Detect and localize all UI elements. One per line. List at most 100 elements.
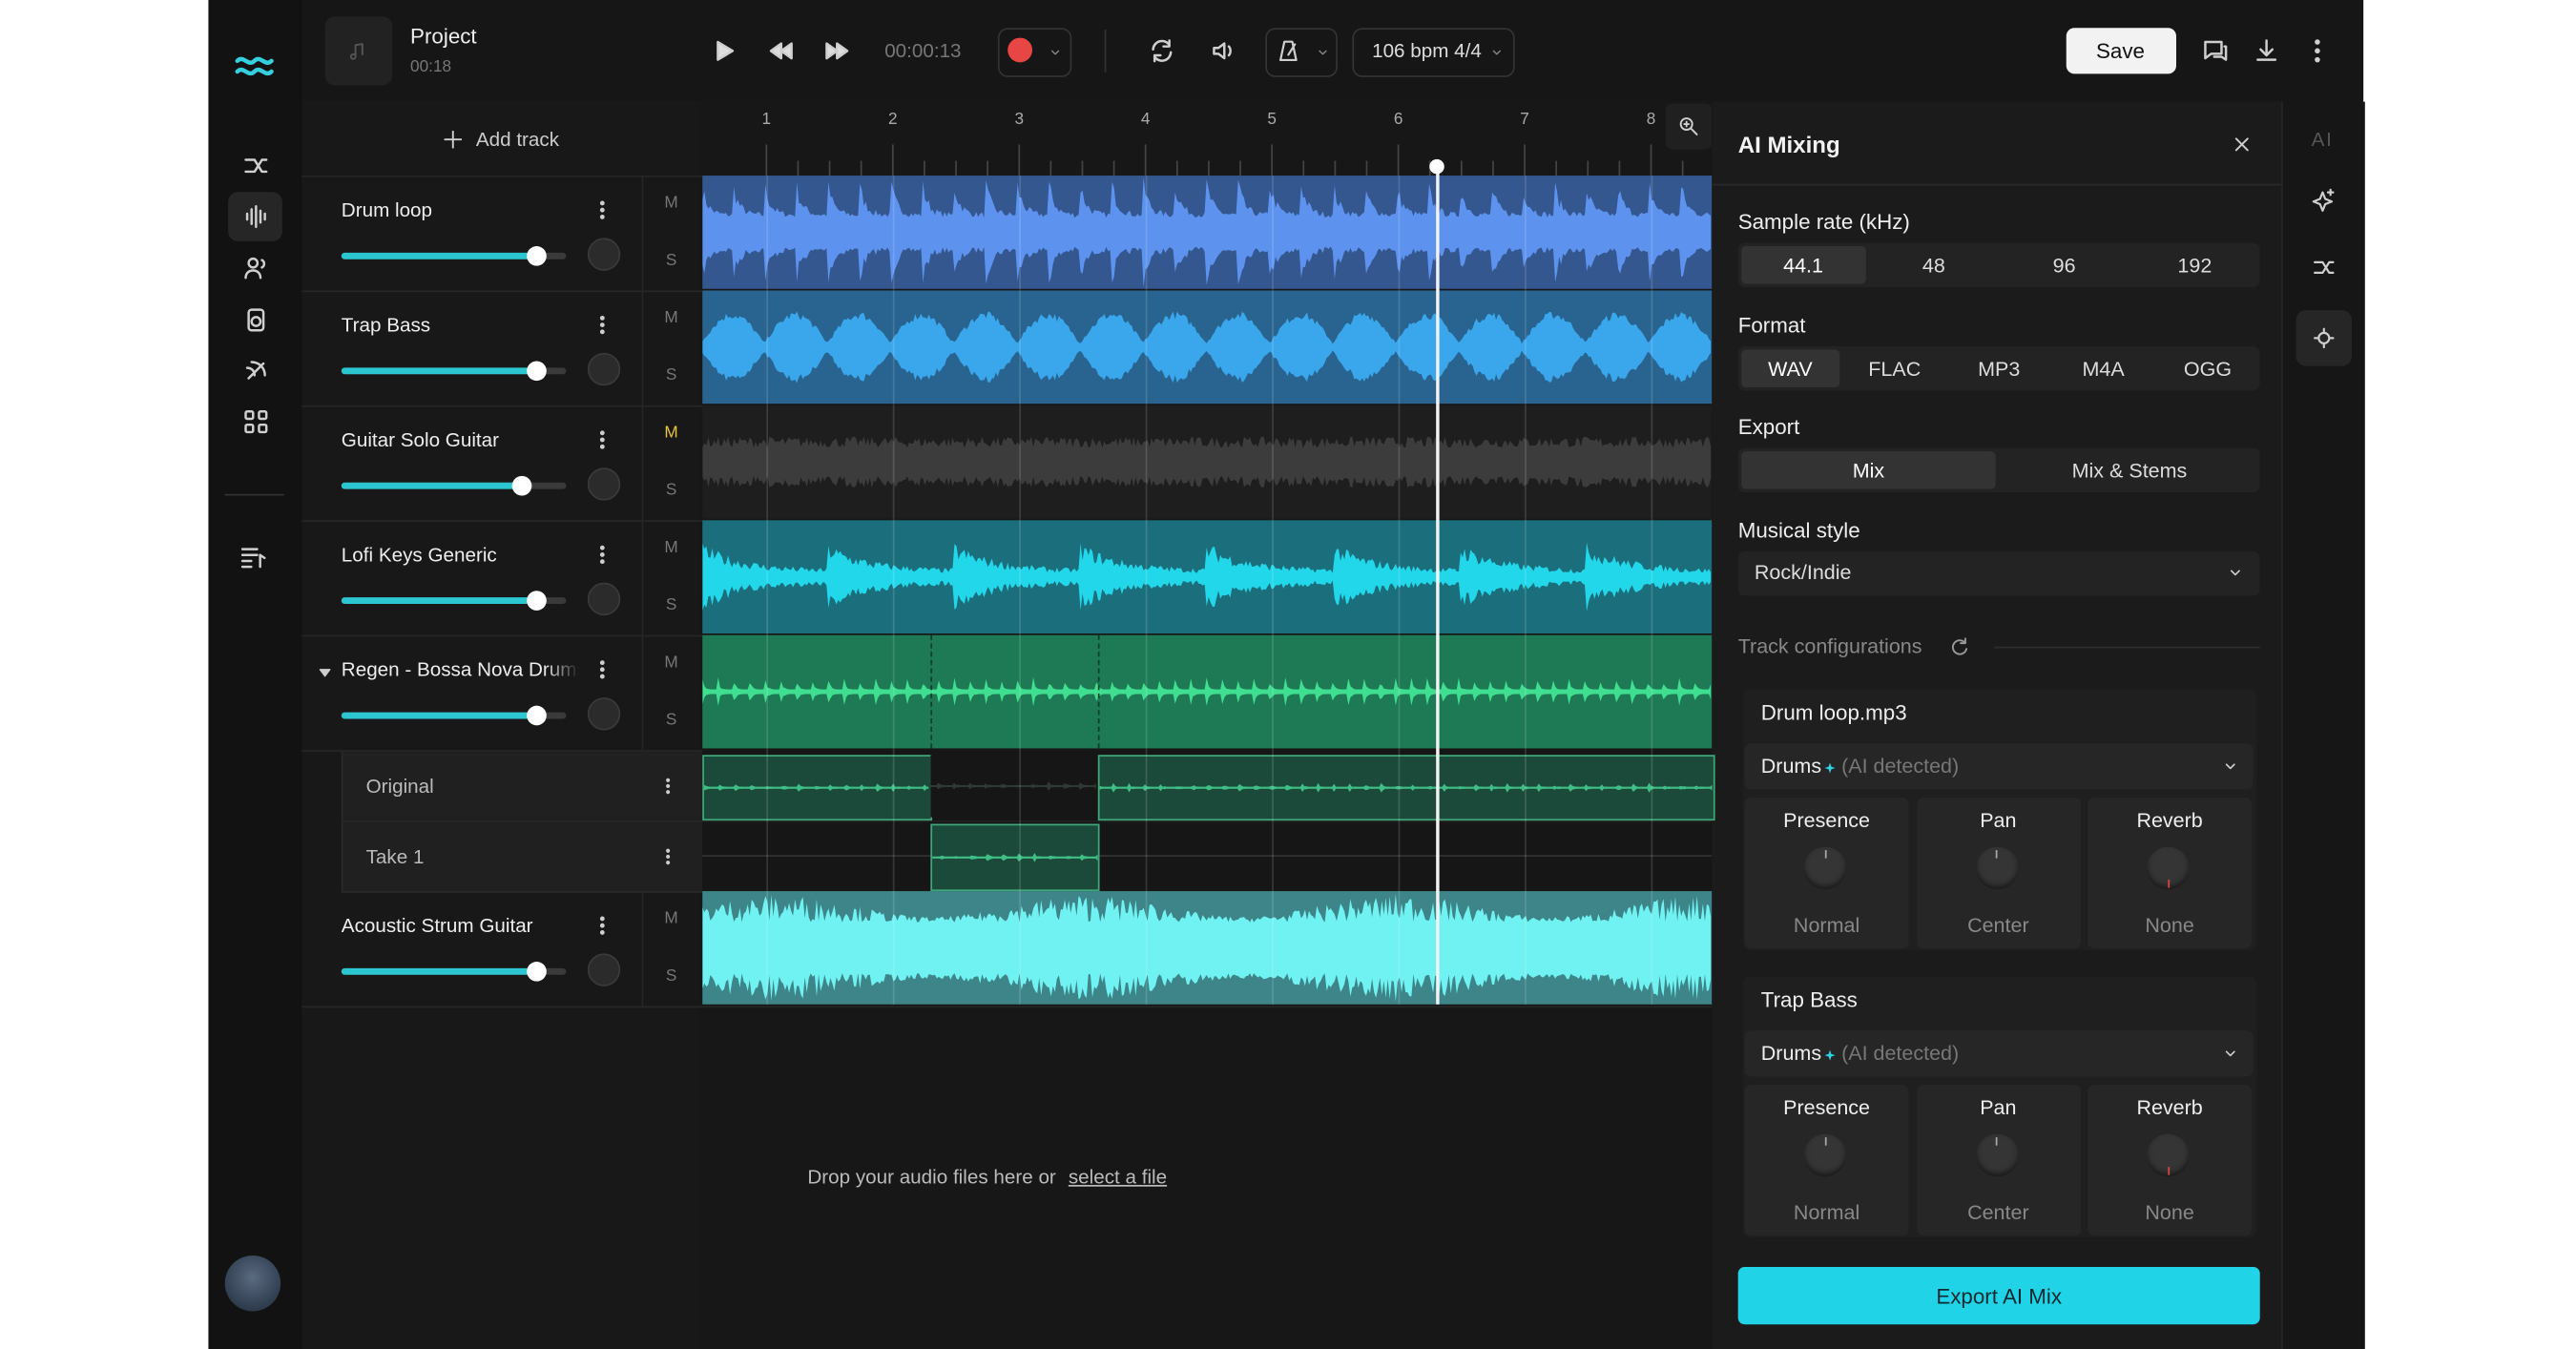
- segment-button[interactable]: FLAC: [1846, 349, 1944, 387]
- pan-knob[interactable]: [588, 583, 620, 615]
- waveform: [702, 290, 1712, 404]
- icon-part: [667, 861, 669, 863]
- take-name[interactable]: Original: [366, 775, 434, 798]
- caret: [1488, 43, 1505, 59]
- ruler-label: 1: [762, 111, 772, 129]
- icon-part: [2231, 133, 2254, 156]
- icon-part: [2236, 138, 2248, 150]
- select-file-link[interactable]: select a file: [1069, 1165, 1167, 1188]
- waveform-clip: [930, 824, 1099, 892]
- mute-button[interactable]: M: [664, 195, 677, 213]
- mute-button[interactable]: M: [664, 309, 677, 327]
- take-menu[interactable]: [658, 847, 678, 867]
- export-button[interactable]: Export AI Mix: [1738, 1267, 2260, 1324]
- take-name[interactable]: Take 1: [366, 845, 425, 868]
- control-knob[interactable]: [1975, 847, 2018, 890]
- segment-button[interactable]: 44.1: [1741, 246, 1865, 284]
- save-button[interactable]: Save: [2067, 28, 2176, 73]
- mute-button[interactable]: M: [664, 910, 677, 928]
- play-button[interactable]: [709, 36, 738, 66]
- solo-button[interactable]: S: [666, 252, 676, 270]
- forward-button[interactable]: [822, 36, 852, 66]
- loop-button[interactable]: [1147, 36, 1176, 66]
- timeline-bottom-border: [302, 1006, 1713, 1007]
- pan-knob[interactable]: [588, 353, 620, 385]
- segment-button[interactable]: 192: [2132, 246, 2256, 284]
- volume-thumb[interactable]: [527, 591, 547, 611]
- more-button[interactable]: [2302, 36, 2332, 66]
- refresh-button[interactable]: [1948, 635, 1971, 658]
- control-knob[interactable]: [1803, 1134, 1846, 1177]
- solo-button[interactable]: S: [666, 967, 676, 986]
- rewind-button[interactable]: [766, 36, 796, 66]
- mute-button[interactable]: M: [664, 539, 677, 557]
- control-knob[interactable]: [1803, 847, 1846, 890]
- rail-icon[interactable]: [2311, 255, 2337, 281]
- close-button[interactable]: [2231, 133, 2254, 156]
- solo-button[interactable]: S: [666, 366, 676, 384]
- segment-button[interactable]: Mix & Stems: [2003, 451, 2257, 489]
- download-button[interactable]: [2252, 36, 2281, 66]
- icon-part: [246, 425, 254, 432]
- avatar[interactable]: [225, 1256, 280, 1311]
- rail-icon[interactable]: [2311, 325, 2337, 352]
- rail-icon[interactable]: [2311, 187, 2337, 214]
- volume-thumb[interactable]: [527, 361, 547, 381]
- segment-button[interactable]: WAV: [1741, 349, 1839, 387]
- take-menu[interactable]: [658, 777, 678, 797]
- segment-button[interactable]: 48: [1872, 246, 1996, 284]
- add-track[interactable]: Add track: [476, 128, 559, 151]
- sidebar-icon[interactable]: [241, 253, 271, 282]
- pan-knob[interactable]: [588, 697, 620, 730]
- solo-button[interactable]: S: [666, 482, 676, 500]
- track-menu[interactable]: [591, 543, 613, 566]
- segment-button[interactable]: M4A: [2054, 349, 2152, 387]
- volume-thumb[interactable]: [527, 246, 547, 266]
- control-knob[interactable]: [2147, 1134, 2190, 1177]
- mute-button[interactable]: M: [664, 425, 677, 443]
- waveform-clip: [702, 635, 1712, 749]
- ms-column: [642, 290, 703, 406]
- control-knob[interactable]: [2147, 847, 2190, 890]
- solo-button[interactable]: S: [666, 712, 676, 730]
- solo-button[interactable]: S: [666, 596, 676, 614]
- track-menu[interactable]: [591, 198, 613, 221]
- sidebar-icon[interactable]: [241, 305, 271, 335]
- segment-button[interactable]: OGG: [2159, 349, 2257, 387]
- track-name: Regen - Bossa Nova Drums: [342, 658, 579, 681]
- volume-button[interactable]: [1210, 36, 1239, 66]
- comments-button[interactable]: [2201, 36, 2231, 66]
- waveform-clip: [702, 520, 1712, 633]
- volume-thumb[interactable]: [527, 706, 547, 726]
- icon-part: [1677, 114, 1700, 137]
- track-menu[interactable]: [591, 914, 613, 937]
- track-menu[interactable]: [591, 658, 613, 681]
- volume-thumb[interactable]: [512, 476, 532, 496]
- pan-knob[interactable]: [588, 238, 620, 270]
- segment-button[interactable]: Mix: [1741, 451, 1996, 489]
- control-knob[interactable]: [1975, 1134, 2018, 1177]
- sidebar-icon[interactable]: [238, 543, 267, 572]
- track-menu[interactable]: [591, 314, 613, 337]
- sidebar-icon[interactable]: [241, 407, 271, 437]
- segment-button[interactable]: MP3: [1950, 349, 2048, 387]
- icon-part: [2311, 255, 2337, 281]
- segment-label: Mix & Stems: [2072, 459, 2188, 482]
- collapse-toggle[interactable]: [317, 663, 333, 679]
- sidebar-icon[interactable]: [241, 356, 271, 385]
- playhead: [1436, 166, 1439, 1005]
- segment-button[interactable]: 96: [2003, 246, 2127, 284]
- pan-knob[interactable]: [588, 467, 620, 500]
- zoom-button[interactable]: [1677, 114, 1700, 137]
- icon-part: [233, 46, 276, 89]
- plus-icon[interactable]: [442, 128, 465, 151]
- track-menu[interactable]: [591, 428, 613, 451]
- pan-knob[interactable]: [588, 953, 620, 986]
- ruler-label: 3: [1014, 111, 1024, 129]
- sidebar-icon[interactable]: [241, 151, 271, 180]
- volume-thumb[interactable]: [527, 962, 547, 982]
- sidebar-icon[interactable]: [241, 202, 271, 232]
- knob-indicator: [1824, 1137, 1826, 1146]
- waveform: [1100, 757, 1714, 819]
- mute-button[interactable]: M: [664, 654, 677, 672]
